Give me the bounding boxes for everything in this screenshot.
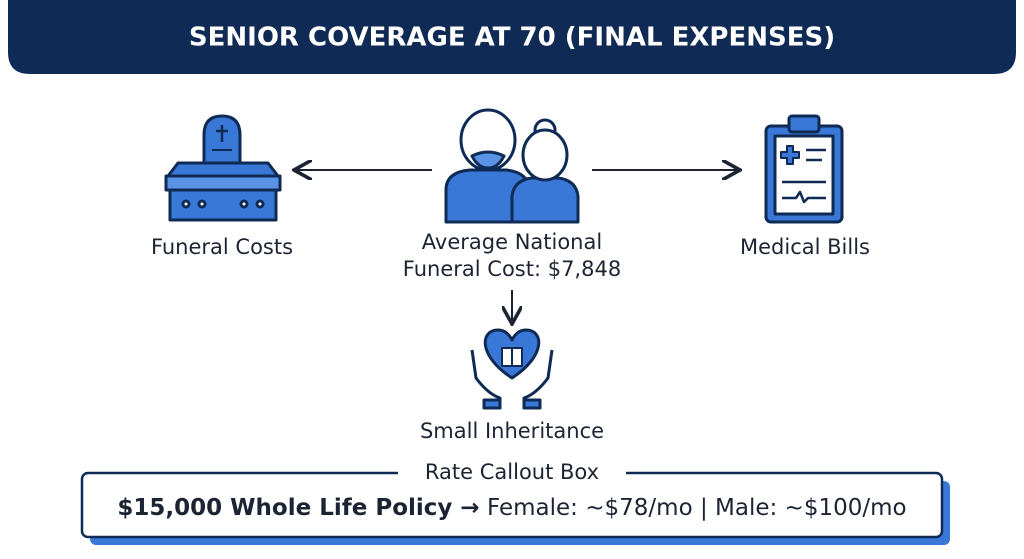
callout-text-rest: Female: ~$78/mo | Male: ~$100/mo [487,495,907,521]
callout-text: $15,000 Whole Life Policy → Female: ~$78… [117,495,906,521]
header-title: SENIOR COVERAGE AT 70 (FINAL EXPENSES) [189,23,835,53]
callout-text-bold: $15,000 Whole Life Policy → [117,495,479,521]
seniors-icon [444,108,580,224]
node-label: Funeral Costs [151,235,293,259]
node-label: Average National [422,230,602,254]
inheritance-icon [470,328,554,410]
callout-label: Rate Callout Box [425,460,599,484]
node-label: Small Inheritance [420,419,604,443]
node-label: Medical Bills [740,235,870,259]
node-label: Funeral Cost: $7,848 [403,257,621,281]
medical-icon [764,114,844,224]
callout-label-bg [398,462,626,484]
funeral-icon [164,114,282,222]
header-band [8,0,1016,74]
